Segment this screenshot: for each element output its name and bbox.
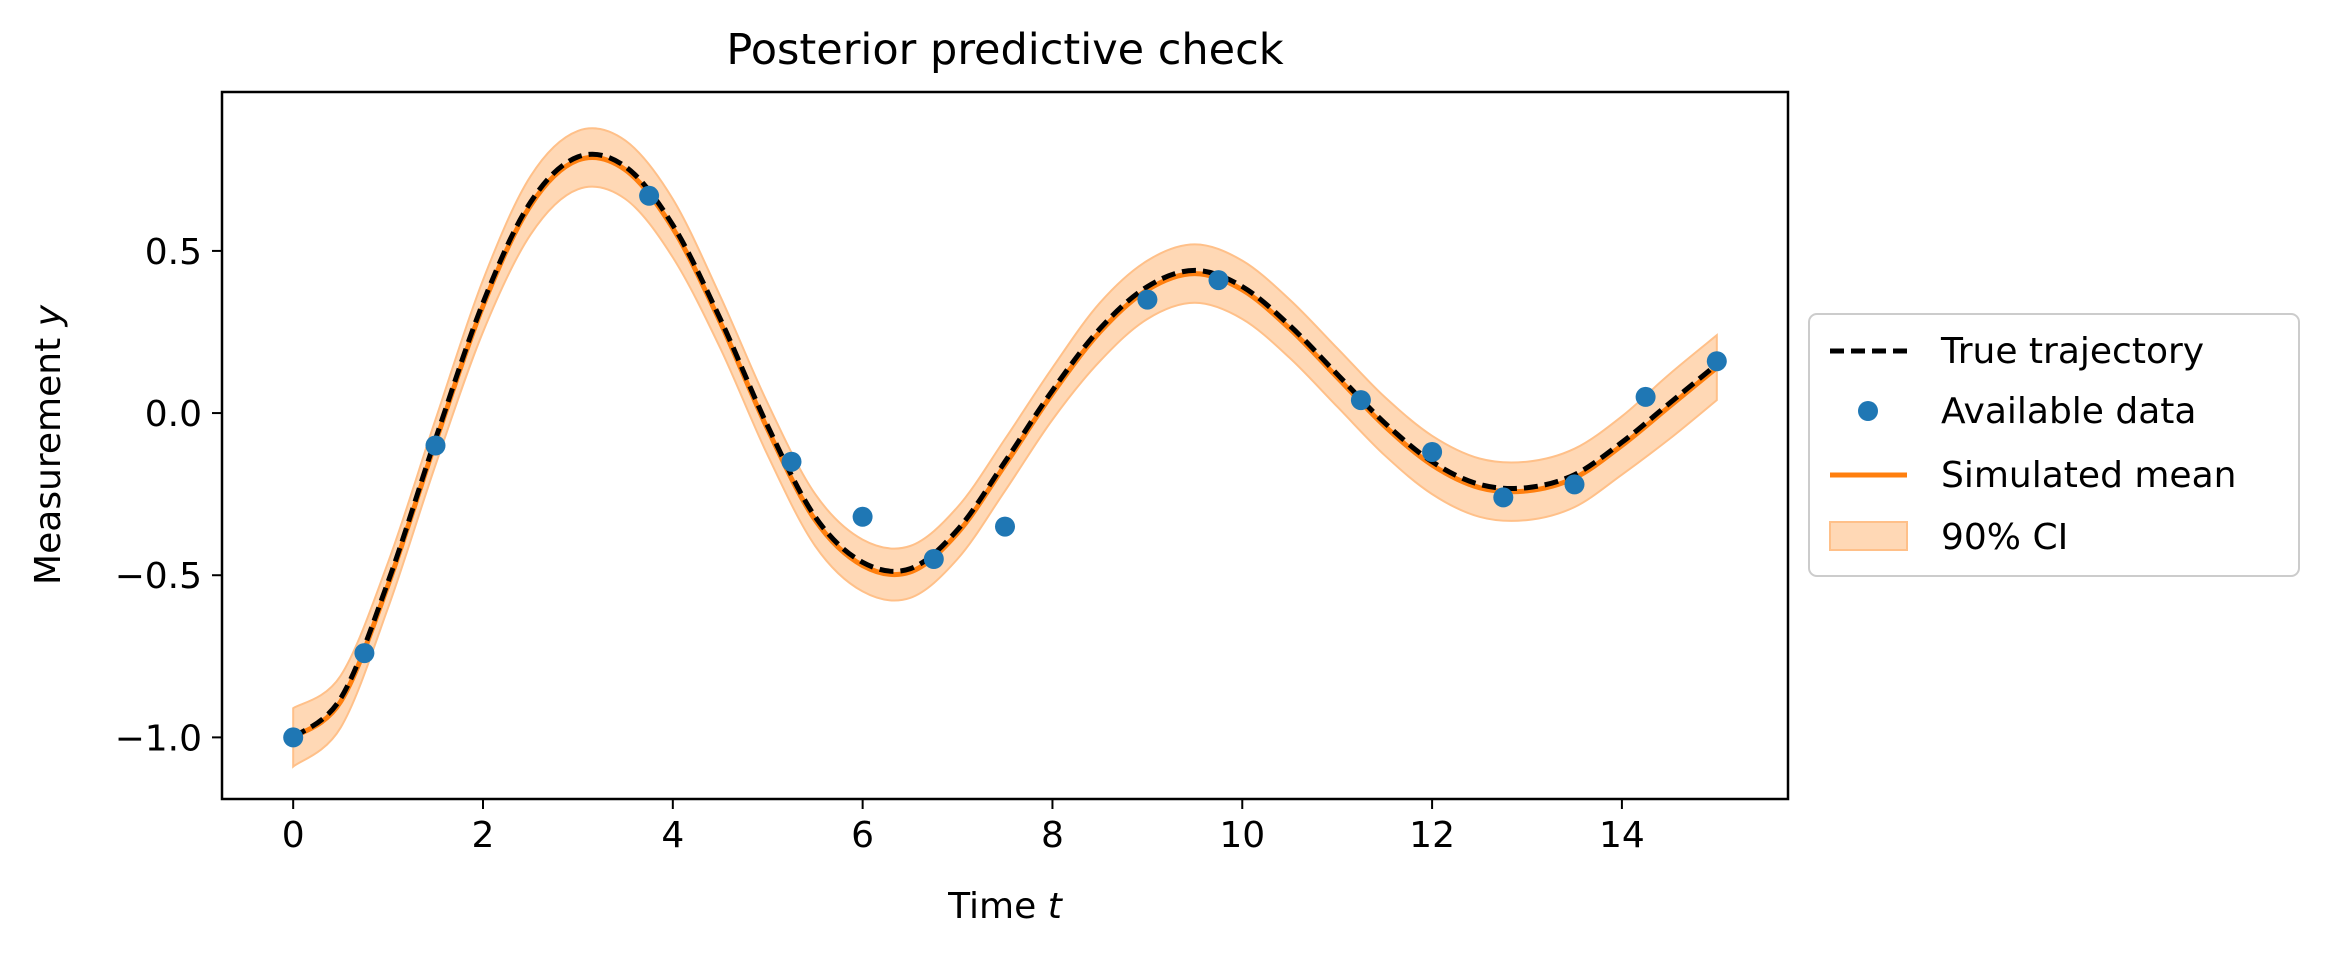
data-point — [923, 549, 944, 569]
legend-ci-label: 90% CI — [1941, 517, 2068, 558]
data-point — [1137, 289, 1158, 310]
legend-ci-swatch — [1829, 521, 1908, 551]
data-point — [995, 516, 1015, 537]
plot-frame — [220, 90, 1790, 801]
x-tick-label: 0 — [282, 815, 305, 856]
y-axis: −1.0 −0.5 0.0 0.5 — [115, 232, 222, 759]
legend-simulated-mean-label: Simulated mean — [1941, 455, 2236, 496]
data-point — [1350, 390, 1371, 411]
legend: True trajectory Available data Simulated… — [1808, 313, 2300, 577]
legend-true-trajectory-label: True trajectory — [1940, 331, 2204, 372]
x-tick-label: 10 — [1219, 815, 1265, 856]
x-tick-label: 4 — [661, 815, 684, 856]
data-point — [1564, 474, 1585, 495]
x-tick-label: 12 — [1409, 815, 1455, 856]
x-tick-label: 14 — [1599, 815, 1645, 856]
y-tick-label: 0.5 — [145, 232, 202, 273]
data-point — [639, 185, 660, 206]
data-point — [781, 451, 802, 472]
data-point — [354, 643, 375, 664]
x-axis-label-var: t — [1048, 886, 1064, 927]
x-axis-label-main: Time — [947, 886, 1036, 927]
x-axis: 0 2 4 6 8 10 12 14 — [282, 799, 1645, 856]
y-tick-label: −1.0 — [115, 718, 202, 759]
data-point — [1635, 386, 1656, 407]
line-layer — [291, 151, 1719, 740]
data-point — [1493, 487, 1514, 508]
legend-available-data-swatch — [1858, 401, 1878, 421]
x-tick-label: 6 — [851, 815, 874, 856]
data-point — [283, 727, 304, 748]
x-tick-label: 8 — [1041, 815, 1064, 856]
data-point — [1422, 442, 1443, 462]
data-points-layer — [283, 185, 1727, 748]
legend-available-data-label: Available data — [1941, 391, 2196, 432]
chart-title: Posterior predictive check — [726, 25, 1283, 75]
legend-box — [1808, 313, 2300, 577]
data-point — [1208, 270, 1229, 291]
true-trajectory-line — [291, 151, 1719, 740]
y-axis-label: Measurement y — [28, 304, 69, 585]
data-point — [1706, 351, 1727, 372]
x-tick-label: 2 — [472, 815, 495, 856]
y-tick-label: 0.0 — [145, 394, 202, 435]
confidence-band-layer — [292, 127, 1718, 769]
y-axis-label-main: Measurement — [28, 338, 69, 585]
data-point — [425, 435, 446, 456]
data-point — [852, 506, 873, 527]
y-axis-label-var: y — [28, 304, 69, 327]
ci-band — [292, 127, 1718, 769]
x-axis-label: Time t — [947, 886, 1064, 927]
y-tick-label: −0.5 — [115, 556, 202, 597]
